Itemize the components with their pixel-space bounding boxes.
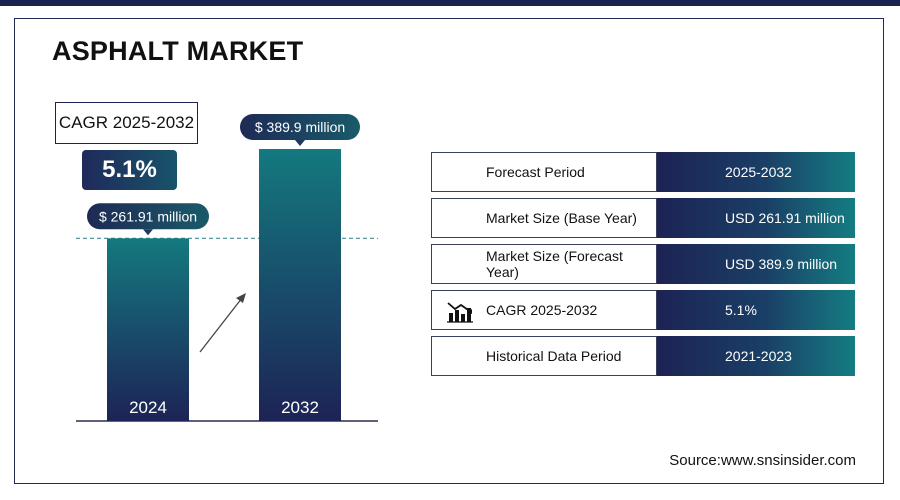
bar-category-label: 2032 (281, 398, 319, 417)
row-value: 2025-2032 (657, 152, 855, 192)
page-title: ASPHALT MARKET (52, 36, 304, 66)
summary-table: Forecast Period 2025-2032 Market Size (B… (431, 152, 855, 382)
row-value: 2021-2023 (657, 336, 855, 376)
row-label: Market Size (Base Year) (431, 198, 657, 238)
table-row: Historical Data Period 2021-2023 (431, 336, 855, 376)
bar-2032 (259, 149, 341, 421)
row-value: USD 389.9 million (657, 244, 855, 284)
value-label-pill (87, 203, 209, 230)
top-band (0, 0, 900, 6)
cagr-value-badge: 5.1% (82, 150, 177, 190)
value-label-pointer (143, 229, 153, 236)
row-label: Forecast Period (431, 152, 657, 192)
table-row: Forecast Period 2025-2032 (431, 152, 855, 192)
cagr-label-box: CAGR 2025-2032 (55, 102, 198, 144)
table-row: Market Size (Forecast Year) USD 389.9 mi… (431, 244, 855, 284)
growth-arrow-head (236, 293, 246, 303)
table-row: Market Size (Base Year) USD 261.91 milli… (431, 198, 855, 238)
row-label-with-icon: CAGR 2025-2032 (431, 290, 657, 330)
row-label: CAGR 2025-2032 (486, 302, 598, 318)
row-label: Historical Data Period (431, 336, 657, 376)
bar-value-label: $ 261.91 million (99, 208, 197, 224)
bar-category-label: 2024 (129, 398, 167, 417)
row-label: Market Size (Forecast Year) (431, 244, 657, 284)
bar-value-label: $ 389.9 million (255, 119, 345, 135)
value-label-pill (240, 114, 360, 140)
growth-arrow (199, 297, 243, 353)
row-value: USD 261.91 million (657, 198, 855, 238)
row-value: 5.1% (657, 290, 855, 330)
bar-2024 (107, 238, 189, 421)
table-row: CAGR 2025-2032 5.1% (431, 290, 855, 330)
growth-chart-icon (447, 302, 473, 323)
value-label-pointer (295, 140, 305, 146)
source-credit: Source:www.snsinsider.com (669, 452, 856, 469)
